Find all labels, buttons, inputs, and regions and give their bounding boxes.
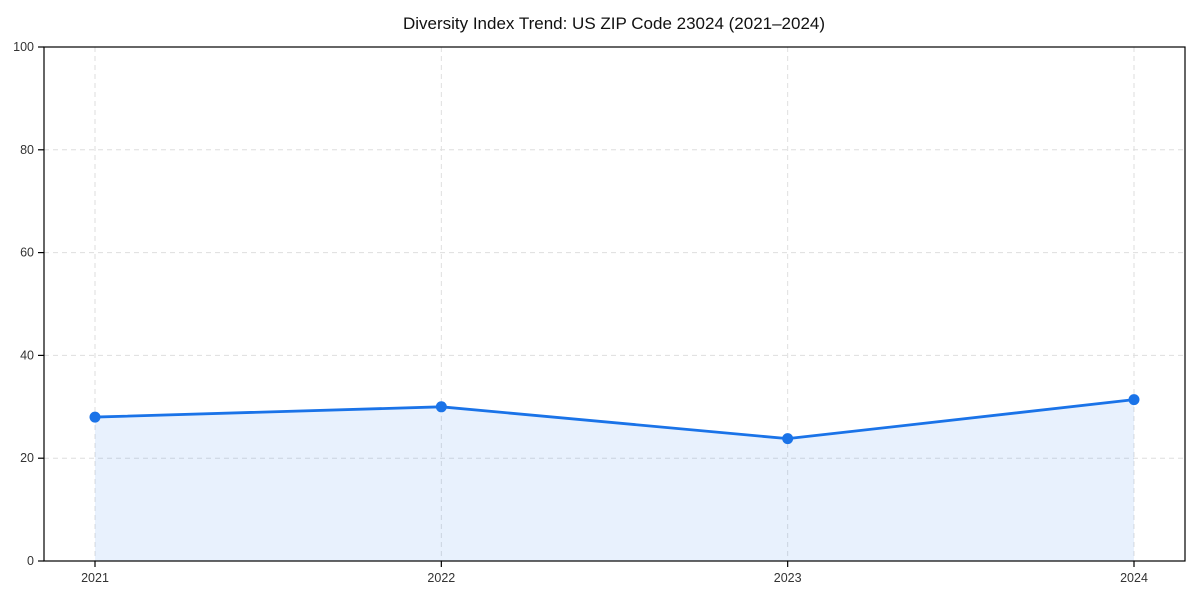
data-point-marker <box>1128 394 1140 406</box>
trend-line <box>93 398 1136 441</box>
series-line <box>93 398 1136 441</box>
y-tick-label: 0 <box>27 554 34 568</box>
axes-frame <box>43 46 1186 562</box>
x-tick-label: 2021 <box>81 571 109 585</box>
y-tick-label: 80 <box>20 143 34 157</box>
y-tick-label: 40 <box>20 348 34 362</box>
plot-border <box>43 46 1186 562</box>
area-fill <box>95 399 1134 561</box>
y-tick-label: 60 <box>20 246 34 260</box>
y-tick-label: 20 <box>20 451 34 465</box>
data-point-marker <box>782 433 794 445</box>
series-area-fill <box>95 399 1134 561</box>
x-tick-label: 2024 <box>1120 571 1148 585</box>
data-point-marker <box>435 401 447 413</box>
chart-title: Diversity Index Trend: US ZIP Code 23024… <box>403 14 825 33</box>
x-axis-labels: 2021 2022 2023 2024 <box>81 571 1148 585</box>
data-point-marker <box>89 411 101 423</box>
x-tick-label: 2022 <box>427 571 455 585</box>
data-points <box>89 394 1140 445</box>
x-tick-label: 2023 <box>774 571 802 585</box>
y-tick-label: 100 <box>13 40 34 54</box>
tick-marks <box>38 46 1135 567</box>
y-axis-labels: 0 20 40 60 80 100 <box>13 40 34 568</box>
